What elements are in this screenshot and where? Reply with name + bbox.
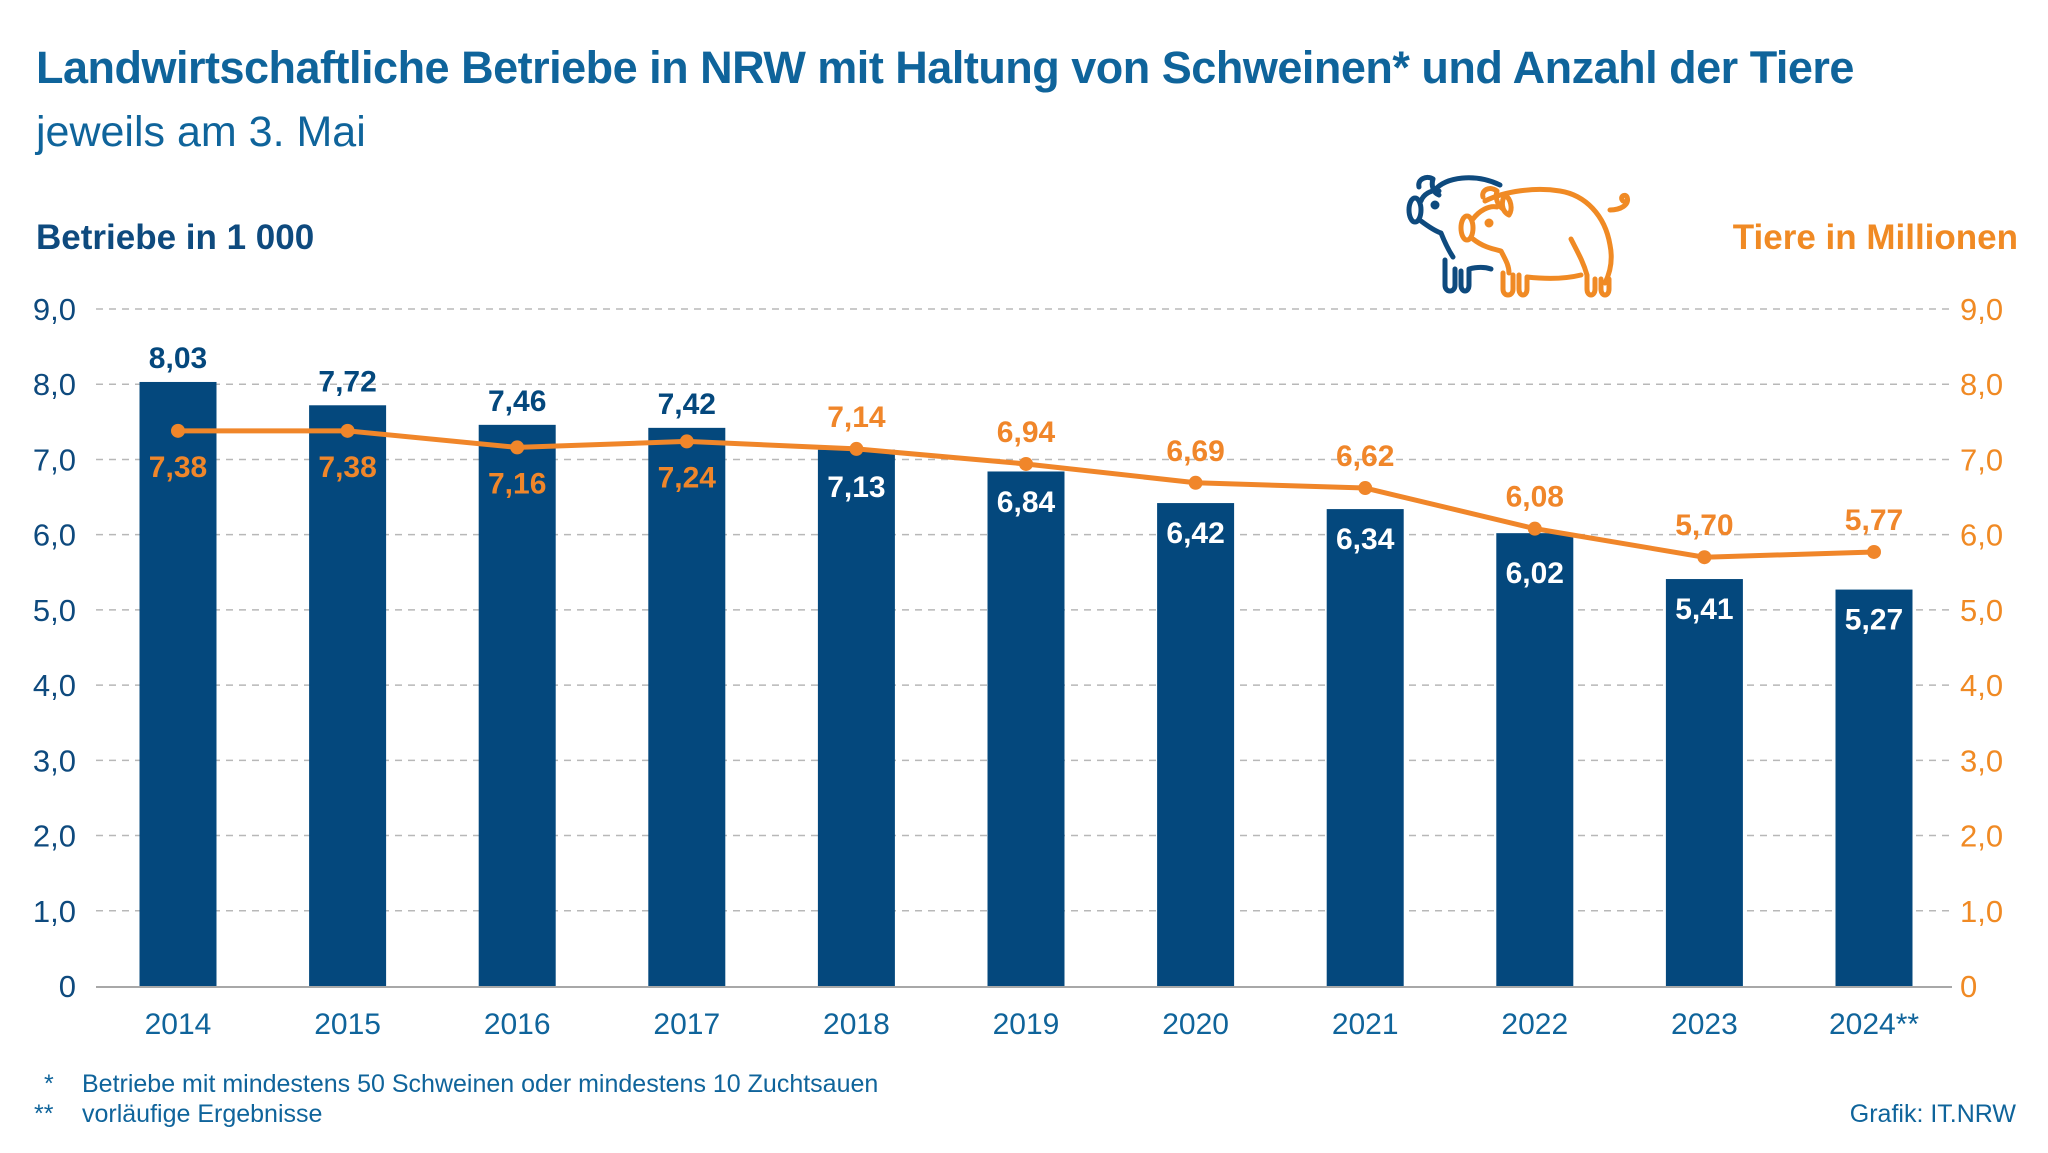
line-point — [1867, 544, 1881, 559]
bar — [1665, 579, 1743, 986]
bar-value-label: 5,27 — [1845, 604, 1903, 637]
line-value-label: 6,69 — [1166, 435, 1224, 468]
pigs-icon — [1406, 174, 1630, 298]
footnote-2: ** vorläufige Ergebnisse — [34, 1100, 322, 1129]
bar — [817, 449, 895, 987]
right-axis-title: Tiere in Millionen — [1732, 218, 2018, 257]
bar-value-label: 7,42 — [658, 388, 716, 421]
line-value-label: 7,24 — [658, 461, 717, 494]
bar — [139, 381, 217, 986]
x-axis-ticks: 2014 2015 2016 2017 2018 2019 2020 2021 2022 2023… — [145, 1008, 1920, 1041]
line-value-label: 6,08 — [1506, 481, 1564, 514]
right-tick-label: 1,0 — [1960, 894, 2003, 929]
x-tick-label: 2016 — [484, 1008, 551, 1041]
line-point — [1019, 456, 1033, 471]
left-tick-label: 1,0 — [33, 894, 76, 929]
bar — [987, 471, 1065, 987]
bar — [1157, 503, 1235, 986]
line-point — [1527, 521, 1542, 536]
x-tick-label: 2021 — [1332, 1008, 1399, 1041]
right-tick-label: 6,0 — [1960, 518, 2003, 553]
line-point — [849, 441, 864, 456]
x-tick-label: 2024** — [1829, 1008, 1919, 1041]
right-tick-label: 5,0 — [1960, 593, 2003, 628]
left-tick-label: 0 — [59, 969, 76, 1004]
footnote-2-text: vorläufige Ergebnisse — [82, 1100, 323, 1128]
line-point — [171, 423, 185, 438]
left-tick-label: 9,0 — [33, 292, 76, 327]
line-point — [1188, 475, 1203, 490]
data-labels: 8,03 7,38 7,72 7,38 7,46 7,16 7,42 7,24 7,13 7,14… — [149, 342, 1903, 637]
bar — [1326, 509, 1404, 986]
left-tick-label: 5,0 — [33, 593, 76, 628]
right-tick-label: 8,0 — [1960, 367, 2003, 402]
footnote-1: * Betriebe mit mindestens 50 Schweinen od… — [44, 1070, 878, 1099]
bar-value-label: 6,34 — [1336, 523, 1395, 556]
x-tick-label: 2018 — [823, 1008, 890, 1041]
credit: Grafik: IT.NRW — [1849, 1100, 2016, 1128]
x-tick-label: 2017 — [653, 1008, 720, 1041]
left-tick-label: 7,0 — [33, 442, 76, 477]
x-tick-label: 2019 — [993, 1008, 1060, 1041]
footnote-1-text: Betriebe mit mindestens 50 Schweinen ode… — [82, 1070, 879, 1098]
bar — [648, 427, 726, 987]
line-value-label: 7,14 — [827, 401, 886, 434]
left-axis-ticks: 0 1,0 2,0 3,0 4,0 5,0 6,0 7,0 8,0 9,0 — [33, 292, 76, 1004]
chart-subtitle: jeweils am 3. Mai — [36, 108, 366, 156]
bar-value-label: 8,03 — [149, 342, 207, 375]
bar — [1496, 533, 1574, 986]
x-tick-label: 2023 — [1671, 1008, 1738, 1041]
line-value-label: 6,94 — [997, 416, 1056, 449]
bar-value-label: 7,46 — [488, 385, 546, 418]
line-value-label: 7,38 — [149, 451, 207, 484]
line-point — [510, 440, 525, 455]
line-value-label: 5,77 — [1845, 504, 1903, 537]
right-tick-label: 4,0 — [1960, 668, 2003, 703]
right-tick-label: 0 — [1960, 969, 1977, 1004]
left-tick-label: 4,0 — [33, 668, 76, 703]
line-series — [171, 423, 1881, 565]
line-point — [1358, 481, 1373, 496]
line-value-label: 6,62 — [1336, 440, 1394, 473]
x-tick-label: 2014 — [145, 1008, 212, 1041]
bar-value-label: 7,72 — [318, 365, 376, 398]
right-tick-label: 9,0 — [1960, 292, 2003, 327]
bars — [139, 381, 1913, 987]
line-point — [340, 423, 355, 438]
bar — [478, 424, 556, 986]
right-tick-label: 3,0 — [1960, 743, 2003, 778]
x-tick-label: 2020 — [1162, 1008, 1229, 1041]
left-axis-title: Betriebe in 1 000 — [36, 218, 315, 257]
right-tick-label: 2,0 — [1960, 819, 2003, 854]
line-point — [679, 434, 694, 449]
right-axis-ticks: 0 1,0 2,0 3,0 4,0 5,0 6,0 7,0 8,0 9,0 — [1960, 292, 2003, 1004]
bar-value-label: 6,84 — [997, 486, 1056, 519]
line-point — [1697, 550, 1712, 565]
bar — [1835, 589, 1913, 986]
bar — [309, 405, 387, 987]
bar-value-label: 6,42 — [1166, 517, 1224, 550]
line-value-label: 7,16 — [488, 467, 546, 500]
bar-value-label: 6,02 — [1506, 557, 1564, 590]
line-value-label: 5,70 — [1675, 509, 1733, 542]
bar-value-label: 5,41 — [1675, 593, 1733, 626]
line-value-label: 7,38 — [318, 451, 376, 484]
bar-value-label: 7,13 — [827, 471, 885, 504]
footnote-2-mark: ** — [34, 1100, 54, 1128]
left-tick-label: 8,0 — [33, 367, 76, 402]
right-tick-label: 7,0 — [1960, 442, 2003, 477]
footnote-1-mark: * — [44, 1070, 54, 1098]
x-tick-label: 2022 — [1501, 1008, 1568, 1041]
left-tick-label: 6,0 — [33, 518, 76, 553]
left-tick-label: 3,0 — [33, 743, 76, 778]
left-tick-label: 2,0 — [33, 819, 76, 854]
x-tick-label: 2015 — [314, 1008, 381, 1041]
chart-title: Landwirtschaftliche Betriebe in NRW mit … — [36, 42, 1854, 93]
